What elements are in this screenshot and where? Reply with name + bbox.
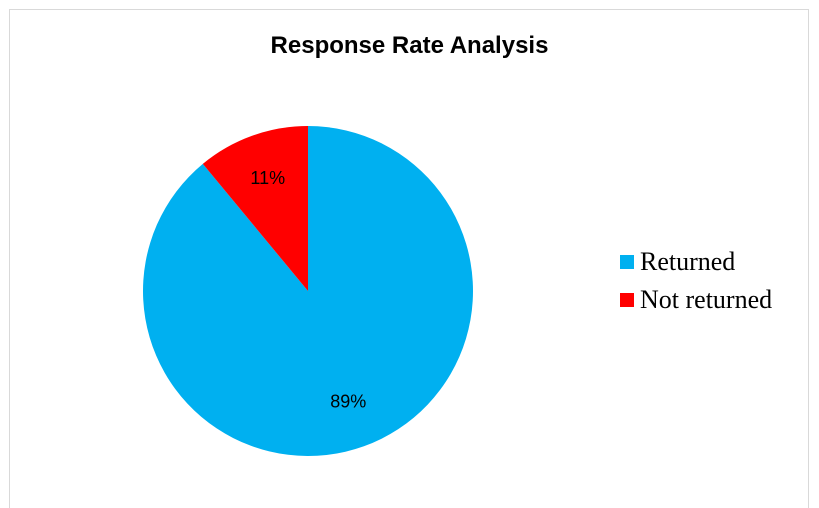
legend-swatch-returned [620, 255, 634, 269]
data-label-returned: 89% [330, 392, 366, 412]
legend-swatch-not-returned [620, 293, 634, 307]
pie-slice-not-returned [202, 126, 308, 291]
legend-label-returned: Returned [640, 247, 736, 276]
legend: Returned Not returned [620, 247, 773, 325]
legend-item-returned: Returned [620, 247, 772, 276]
legend-label-not-returned: Not returned [640, 285, 773, 314]
legend-item-not-returned: Not returned [620, 285, 773, 314]
chart-title: Response Rate Analysis [270, 32, 549, 59]
data-label-not-returned: 11% [250, 168, 285, 188]
